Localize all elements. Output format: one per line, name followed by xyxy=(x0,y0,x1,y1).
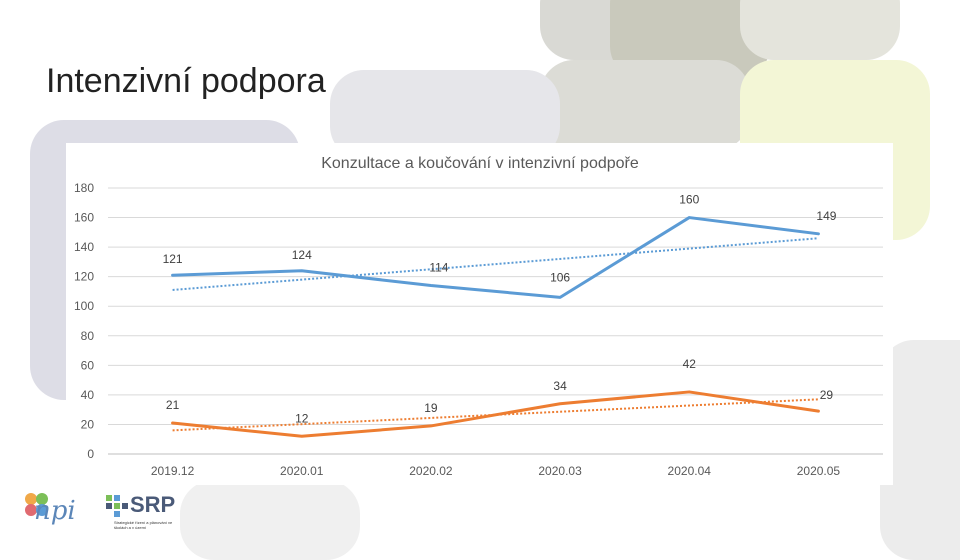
bg-shape xyxy=(180,480,360,560)
y-tick-label: 160 xyxy=(74,211,94,225)
line-chart: Konzultace a koučování v intenzivní podp… xyxy=(74,155,883,478)
trendline-series-1 xyxy=(172,237,819,291)
data-label: 160 xyxy=(679,193,699,207)
x-tick-label: 2020.05 xyxy=(797,464,841,478)
x-tick-label: 2020.01 xyxy=(280,464,324,478)
y-tick-label: 40 xyxy=(81,388,95,402)
page-title: Intenzivní podpora xyxy=(46,62,326,100)
line-series-2 xyxy=(171,390,820,438)
y-tick-label: 80 xyxy=(81,329,95,343)
data-label: 124 xyxy=(292,248,312,262)
x-tick-label: 2019.12 xyxy=(151,464,195,478)
srp-logo: SRP Strategické řízení a plánování ve šk… xyxy=(106,492,196,536)
srp-logo-subtitle: Strategické řízení a plánování ve školác… xyxy=(114,520,173,530)
y-tick-label: 20 xyxy=(81,417,95,431)
srp-logo-mark xyxy=(106,495,128,517)
npi-logo: npi xyxy=(24,490,84,530)
npi-logo-text: npi xyxy=(34,496,76,526)
data-label: 149 xyxy=(816,209,836,223)
bg-shape xyxy=(880,340,960,560)
y-tick-label: 120 xyxy=(74,270,94,284)
data-label: 19 xyxy=(424,401,438,415)
chart-title: Konzultace a koučování v intenzivní podp… xyxy=(321,155,639,172)
npi-logo-mark xyxy=(25,493,48,516)
chart-area: Konzultace a koučování v intenzivní podp… xyxy=(66,143,893,485)
bg-shape xyxy=(540,60,750,150)
y-tick-label: 0 xyxy=(87,447,94,461)
data-label: 121 xyxy=(163,252,183,266)
data-label: 21 xyxy=(166,398,180,412)
x-tick-label: 2020.03 xyxy=(538,464,582,478)
data-label: 114 xyxy=(429,261,448,275)
x-tick-label: 2020.02 xyxy=(409,464,453,478)
data-label: 42 xyxy=(683,357,697,371)
data-label: 29 xyxy=(820,388,834,402)
data-label: 106 xyxy=(550,270,570,284)
y-tick-label: 180 xyxy=(74,181,94,195)
line-series-1 xyxy=(171,216,820,299)
y-tick-label: 60 xyxy=(81,358,95,372)
bg-shape xyxy=(740,0,900,60)
x-tick-label: 2020.04 xyxy=(668,464,712,478)
data-label: 12 xyxy=(295,411,309,425)
y-tick-label: 140 xyxy=(74,240,94,254)
srp-logo-text: SRP xyxy=(130,492,176,517)
y-tick-label: 100 xyxy=(74,299,94,313)
data-label: 34 xyxy=(553,379,567,393)
